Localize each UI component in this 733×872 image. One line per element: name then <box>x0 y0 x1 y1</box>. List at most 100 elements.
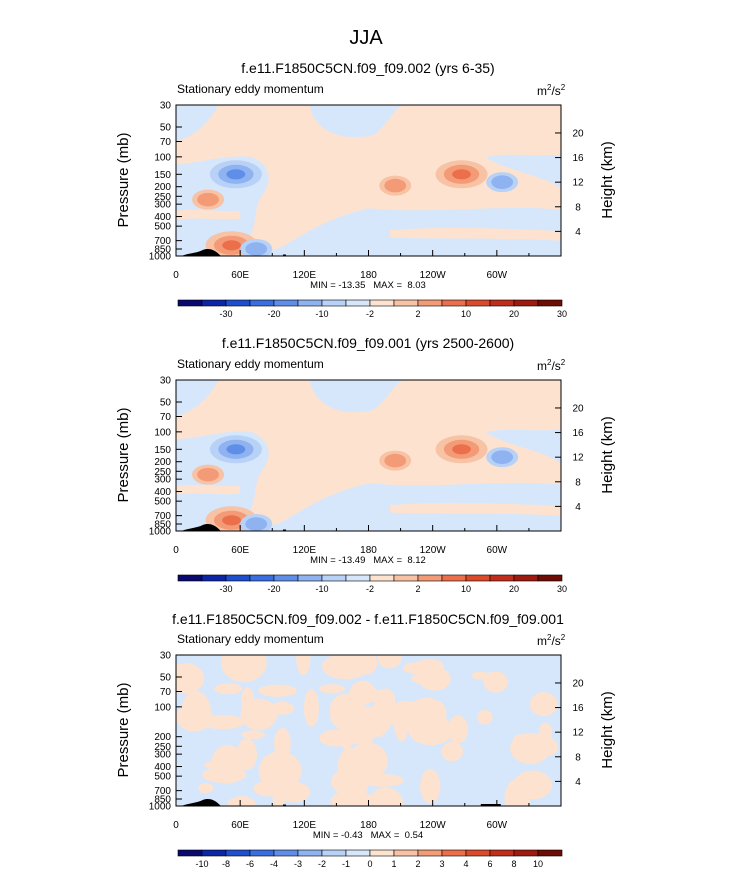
colorbar-label-2: -10 <box>315 584 328 594</box>
diff-patch-37 <box>198 782 214 794</box>
panel-3: f.e11.F1850C5CN.f09_f09.002 - f.e11.F185… <box>115 611 616 869</box>
colorbar-label-5: 10 <box>461 584 471 594</box>
x-tick-label-1: 60E <box>231 820 249 831</box>
colorbar-box-15 <box>537 299 563 307</box>
colorbar-label-0: -10 <box>195 859 208 869</box>
y-tick-label-3: 100 <box>154 427 171 438</box>
colorbar-label-12: 6 <box>487 859 492 869</box>
diff-patch-54 <box>483 671 508 693</box>
y-tick-label-9: 500 <box>154 497 171 508</box>
y-tick-label-12: 1000 <box>149 252 172 263</box>
x-tick-label-3: 180 <box>360 270 377 281</box>
colorbar-box-12 <box>465 849 491 857</box>
colorbar-box-11 <box>441 849 467 857</box>
y-tick-label-4: 150 <box>154 170 171 181</box>
x-tick-label-1: 60E <box>231 270 249 281</box>
y2-tick-label-0: 4 <box>575 777 581 788</box>
y2-tick-label-4: 20 <box>572 678 584 689</box>
colorbar-label-4: -3 <box>294 859 302 869</box>
panel-3-min-max: MIN = -0.43 MAX = 0.54 <box>313 830 423 841</box>
colorbar-box-12 <box>465 574 491 582</box>
field-feature-neg-6-level-1 <box>245 242 268 256</box>
y-tick-label-6: 250 <box>154 192 171 203</box>
y-tick-label-7: 300 <box>154 200 171 211</box>
colorbar-box-10 <box>417 299 443 307</box>
diff-patch-47 <box>347 706 392 738</box>
diff-patch-65 <box>211 744 245 784</box>
colorbar-label-6: -1 <box>342 859 350 869</box>
topography-africa <box>181 799 221 806</box>
y-tick-label-5: 200 <box>154 457 171 468</box>
y-tick-label-8: 400 <box>154 487 171 498</box>
y-tick-label-8: 400 <box>154 212 171 223</box>
diff-patch-20 <box>377 655 402 669</box>
x-tick-label-4: 120W <box>420 545 447 556</box>
x-tick-label-1: 60E <box>231 545 249 556</box>
panel-3-units: m2/s2 <box>537 633 566 648</box>
positive-region <box>176 105 561 255</box>
diff-patch-33 <box>402 662 430 674</box>
colorbar-box-9 <box>393 849 419 857</box>
panel-2-colorbar: -30 -20 -10 -2 2 10 20 30 <box>177 574 567 594</box>
colorbar-label-7: 0 <box>367 859 372 869</box>
y-tick-label-11: 850 <box>154 245 171 256</box>
colorbar-box-13 <box>489 849 515 857</box>
colorbar-box-3 <box>249 574 275 582</box>
colorbar-label-0: -30 <box>219 584 232 594</box>
field-feature-pos-3-level-1 <box>384 178 407 193</box>
colorbar-box-8 <box>369 849 395 857</box>
y2-tick-label-0: 4 <box>575 502 581 513</box>
panel-1-axes: 3050701001502002503004005007008501000481… <box>149 101 584 282</box>
panel-3-title: f.e11.F1850C5CN.f09_f09.002 - f.e11.F185… <box>172 611 564 627</box>
field-feature-pos-4-level-2 <box>222 240 241 251</box>
topography-andes <box>282 529 286 531</box>
y-tick-label-2: 70 <box>160 137 172 148</box>
colorbar-box-4 <box>273 299 299 307</box>
colorbar-label-6: 20 <box>509 584 519 594</box>
field-feature-neg-0-level-2 <box>226 444 246 455</box>
y2-tick-label-3: 16 <box>572 428 584 439</box>
y-tick-label-2: 70 <box>160 687 172 698</box>
colorbar-box-1 <box>201 849 227 857</box>
x-tick-label-0: 0 <box>173 545 179 556</box>
y-tick-label-1: 50 <box>160 397 172 408</box>
colorbar-box-5 <box>297 574 323 582</box>
x-tick-label-0: 0 <box>173 270 179 281</box>
topography-andes <box>282 254 286 256</box>
diff-patch-48 <box>181 690 211 731</box>
colorbar-box-2 <box>225 849 251 857</box>
colorbar-box-13 <box>489 574 515 582</box>
x-tick-label-2: 120E <box>293 545 317 556</box>
panel-1-plot-area <box>176 105 561 256</box>
colorbar-box-3 <box>249 849 275 857</box>
diff-patch-17 <box>258 684 298 697</box>
panel-2-ylabel: Pressure (mb) <box>115 407 132 502</box>
colorbar-label-0: -30 <box>219 309 232 319</box>
y-tick-label-8: 500 <box>154 772 171 783</box>
y2-tick-label-3: 16 <box>572 153 584 164</box>
y-tick-label-9: 700 <box>154 786 171 797</box>
y2-tick-label-1: 8 <box>575 202 581 213</box>
positive-band <box>176 209 241 220</box>
panel-1-ylabel-right: Height (km) <box>599 141 616 219</box>
colorbar-box-10 <box>417 574 443 582</box>
field-feature-pos-2-level-2 <box>452 169 471 180</box>
colorbar-label-9: 2 <box>415 859 420 869</box>
panel-2-units: m2/s2 <box>537 358 566 373</box>
diff-patch-49 <box>411 671 448 685</box>
panel-1-title: f.e11.F1850C5CN.f09_f09.002 (yrs 6-35) <box>241 60 494 76</box>
field-feature-neg-1-level-1 <box>491 175 514 189</box>
y-tick-label-11: 1000 <box>149 802 172 813</box>
x-tick-label-5: 60W <box>487 545 508 556</box>
diff-patch-46 <box>407 697 447 731</box>
diff-patch-59 <box>318 684 345 694</box>
field-feature-neg-0-level-2 <box>226 169 246 180</box>
y-tick-label-0: 30 <box>160 101 172 112</box>
positive-region <box>176 380 561 530</box>
topography-americas <box>480 804 501 806</box>
colorbar-box-11 <box>441 574 467 582</box>
x-tick-label-4: 120W <box>420 820 447 831</box>
colorbar-label-2: -6 <box>246 859 254 869</box>
colorbar-label-3: -2 <box>366 584 374 594</box>
colorbar-box-15 <box>537 574 563 582</box>
